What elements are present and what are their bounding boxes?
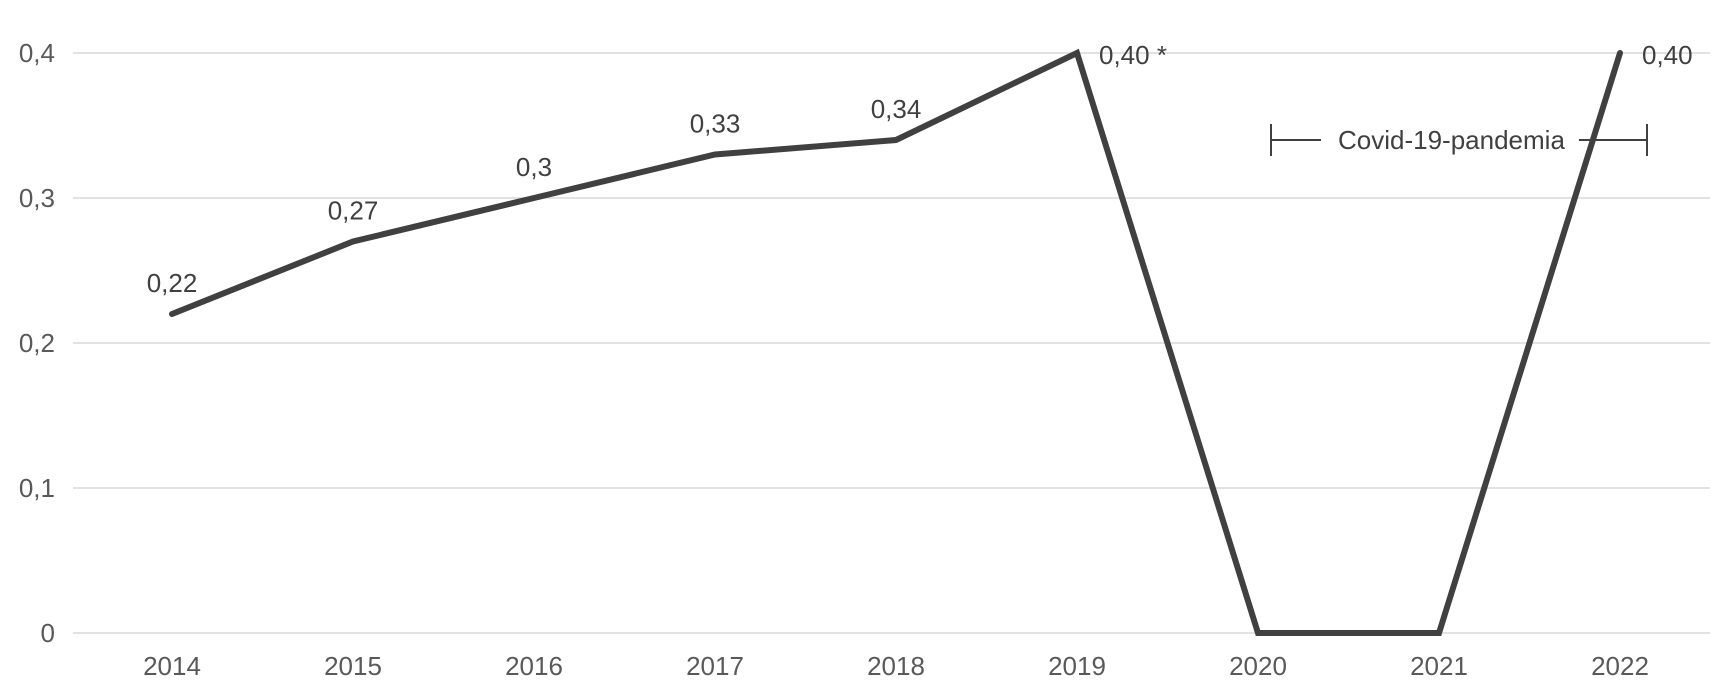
x-tick-label: 2014 <box>143 651 201 681</box>
x-axis-ticks: 2014 2015 2016 2017 2018 2019 2020 2021 2022 <box>143 651 1649 681</box>
y-tick-label: 0,2 <box>19 328 55 358</box>
y-axis-ticks: 0 0,1 0,2 0,3 0,4 <box>19 38 55 648</box>
x-tick-label: 2015 <box>324 651 382 681</box>
data-label: 0,34 <box>871 94 922 124</box>
covid-annotation: Covid-19-pandemia <box>1270 124 1648 156</box>
data-labels: 0,22 0,27 0,3 0,33 0,34 0,40 * 0,40 <box>147 40 1693 298</box>
y-tick-label: 0,1 <box>19 473 55 503</box>
series-group <box>169 48 1623 636</box>
y-tick-label: 0 <box>41 618 55 648</box>
y-tick-label: 0,4 <box>19 38 55 68</box>
x-tick-label: 2021 <box>1410 651 1468 681</box>
x-tick-label: 2017 <box>686 651 744 681</box>
x-tick-label: 2022 <box>1591 651 1649 681</box>
data-label: 0,33 <box>690 109 741 139</box>
x-tick-label: 2020 <box>1229 651 1287 681</box>
x-tick-label: 2018 <box>867 651 925 681</box>
annotation-label: Covid-19-pandemia <box>1338 125 1565 155</box>
y-tick-label: 0,3 <box>19 183 55 213</box>
data-label: 0,27 <box>328 196 379 226</box>
data-label: 0,40 <box>1642 40 1693 70</box>
data-label: 0,3 <box>516 152 552 182</box>
x-tick-label: 2016 <box>505 651 563 681</box>
data-label: 0,40 * <box>1099 40 1167 70</box>
x-tick-label: 2019 <box>1048 651 1106 681</box>
data-label: 0,22 <box>147 268 198 298</box>
